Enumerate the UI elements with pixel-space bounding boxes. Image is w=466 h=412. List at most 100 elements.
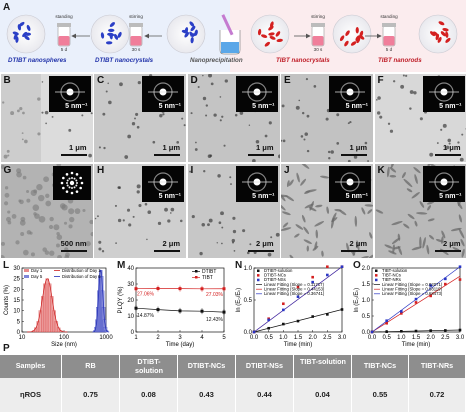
table-header-cell: TIBT-NCs — [352, 355, 408, 378]
scale-bar-label: 1 μm — [162, 143, 180, 152]
legend-marker — [257, 269, 260, 272]
molecule-icon — [257, 28, 262, 36]
micrograph-texture — [281, 164, 373, 258]
x-tick-label: 100 — [59, 335, 70, 341]
micrograph-tile-d: 5 nm⁻¹ D 1 μm — [187, 74, 280, 162]
step-label: standing — [55, 14, 73, 19]
table-value: 0.43 — [199, 390, 214, 399]
y-axis-label: Counts (%) — [4, 285, 10, 315]
inset-scale-label: 5 nm⁻¹ — [439, 103, 462, 110]
y-tick-label: 2.0 — [362, 266, 371, 272]
molecule-icon — [109, 22, 115, 27]
y-tick-label: 0 — [17, 330, 21, 336]
diffraction-inset: 5 nm⁻¹ — [142, 166, 184, 202]
data-point — [400, 329, 403, 333]
scale-bar-label: 500 nm — [60, 239, 87, 248]
x-tick-label: 1 — [134, 335, 138, 341]
micrograph-tile-f: 5 nm⁻¹ F 1 μm — [374, 74, 466, 162]
inset-scale-label: 5 nm⁻¹ — [158, 193, 181, 200]
data-point — [296, 319, 300, 323]
x-tick-label: 2.0 — [426, 335, 435, 341]
molecule-icon — [358, 35, 365, 40]
legend-label: Linear Fitting (Slope = 0.11717) — [264, 282, 325, 287]
data-point — [267, 326, 270, 330]
data-point — [400, 310, 403, 313]
x-tick-label: 2.0 — [308, 335, 317, 341]
step-label: stirring — [129, 14, 143, 19]
legend-swatch — [24, 269, 29, 272]
chart-l-size-distribution: L 0 5 10 15 20 25 30 10 100 1000 Size (nm) Counts (… — [0, 260, 113, 354]
caption-tibt-nanorods: TIBT nanorods — [378, 57, 422, 64]
scale-bar — [247, 250, 274, 252]
data-point — [296, 285, 300, 289]
y-tick-label: 0 — [131, 330, 135, 336]
x-axis-label: Size (nm) — [51, 342, 77, 348]
legend-swatch — [24, 275, 29, 278]
caption-dtibt-nanospheres: DTIBT nanospheres — [8, 57, 67, 64]
y-axis-label: ln (E₀/Eₜ) — [354, 288, 360, 312]
data-annotation: 12.43% — [206, 317, 224, 323]
y-tick-label: 5 — [17, 319, 21, 325]
y-tick-label: 20 — [13, 287, 20, 293]
table-header-text: DTIBT-solution — [135, 357, 163, 375]
y-tick-label: 15 — [13, 298, 20, 304]
chart-m-plqy: M 0 10 20 30 40 1 2 3 4 5 Time (day) PLQY (%) 27.06%… — [114, 260, 230, 354]
chart-m-svg: 0 10 20 30 40 1 2 3 4 5 Time (day) PLQY (%) 27.06% 27… — [118, 266, 226, 348]
table-header-text: DTIBT-NSs — [245, 361, 284, 370]
inset-scale-label: 5 nm⁻¹ — [158, 103, 181, 110]
chart-o-ros-tibt: O 0.0 0.5 1.0 1.5 2.0 0.0 0.5 1.0 1.5 2.0 2.5 3.0 Ti… — [350, 260, 466, 354]
data-point — [222, 287, 226, 291]
data-point — [326, 273, 329, 277]
molecule-icon — [19, 21, 25, 27]
data-point — [178, 287, 182, 291]
molecule-icon — [355, 35, 360, 42]
scale-bar — [341, 154, 367, 156]
table-value-cell: 0.44 — [236, 378, 293, 412]
scale-bar-label: 1 μm — [68, 143, 87, 152]
row-label: ηROS — [19, 390, 42, 399]
caption-nanoprecipitation: Nanoprecipitation — [190, 57, 243, 64]
molecule-icon — [26, 24, 31, 31]
molecule-icon — [114, 33, 119, 40]
molecule-icon — [117, 31, 122, 38]
data-point — [134, 306, 138, 310]
x-tick-label: 2.5 — [323, 335, 332, 341]
vial-icon-2 — [129, 23, 143, 47]
tile-letter: J — [284, 165, 290, 176]
table-value: 0.44 — [257, 390, 272, 399]
scale-bar — [434, 154, 461, 156]
saed-pattern-inset — [52, 166, 91, 200]
y-axis-label: ln (E₀/Eₜ) — [236, 288, 242, 312]
data-point — [340, 265, 344, 269]
x-tick-label: 3 — [178, 335, 182, 341]
panel-letter-o: O — [353, 260, 361, 271]
micrograph-texture — [98, 74, 186, 159]
data-point — [429, 284, 432, 287]
step-label: stirring — [311, 14, 325, 19]
molecule-icon — [355, 27, 359, 34]
step-label: 5 d — [385, 47, 393, 52]
table-header-text: DTIBT-NCs — [187, 361, 226, 370]
micrograph-texture — [94, 166, 183, 253]
panel-a-schematic: A — [0, 0, 466, 72]
chart-o-svg: 0.0 0.5 1.0 1.5 2.0 0.0 0.5 1.0 1.5 2.0 2.5 3.0 Time… — [354, 265, 465, 348]
step-label: 30 s — [131, 47, 141, 52]
legend-label: Day 5 — [31, 274, 43, 279]
x-axis-label: Time (min) — [284, 342, 312, 348]
panel-letter-a: A — [3, 2, 11, 13]
data-point — [385, 321, 388, 325]
tile-letter: D — [190, 75, 198, 86]
molecule-icon — [432, 31, 439, 37]
panel-letter-m: M — [117, 260, 126, 271]
vial-icon-1 — [57, 23, 71, 47]
molecule-icon — [275, 31, 281, 37]
table-value: 0.75 — [83, 390, 98, 399]
tile-letter: E — [284, 75, 291, 86]
panel-letter-p: P — [3, 343, 10, 354]
diffraction-inset: 5 nm⁻¹ — [329, 76, 371, 112]
table-header-text: TIBT-NRs — [420, 361, 454, 370]
data-point — [222, 310, 226, 314]
diffraction-inset: 5 nm⁻¹ — [235, 166, 278, 202]
table-header-cell: DTIBT-NSs — [236, 355, 293, 378]
legend-label: DTIBT — [202, 269, 216, 275]
